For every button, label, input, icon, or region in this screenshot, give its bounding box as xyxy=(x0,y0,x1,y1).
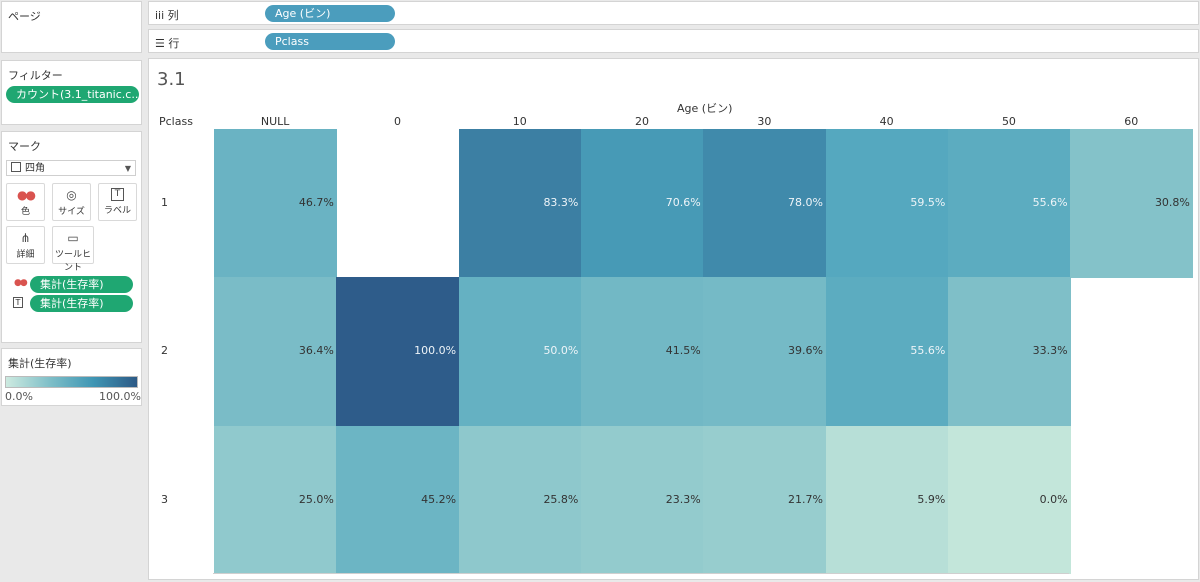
row-field-header: Pclass xyxy=(159,115,193,128)
rows-label: 行 xyxy=(168,37,180,50)
heatmap-cell[interactable]: 5.9% xyxy=(825,425,949,575)
pages-title: ページ xyxy=(8,10,41,23)
heatmap-cell[interactable]: 78.0% xyxy=(703,129,826,278)
columns-shelf-label: iii 列 xyxy=(155,7,179,23)
heatmap-cell[interactable]: 39.6% xyxy=(703,277,826,427)
heatmap-cell[interactable]: 33.3% xyxy=(947,277,1071,427)
columns-pill[interactable]: Age (ビン) xyxy=(265,5,395,22)
heatmap-cell[interactable]: 21.7% xyxy=(703,425,826,575)
detail-button[interactable]: ⋔ 詳細 xyxy=(6,226,45,264)
heatmap-cell[interactable]: 45.2% xyxy=(336,425,460,575)
marks-title: マーク xyxy=(8,140,41,153)
heatmap-cell[interactable]: 25.0% xyxy=(214,425,337,575)
rows-shelf: ☰ 行 Pclass xyxy=(148,29,1199,53)
heatmap-cell[interactable]: 30.8% xyxy=(1070,129,1193,278)
heatmap-cell[interactable]: 46.7% xyxy=(214,129,337,278)
bottom-rule xyxy=(213,573,1069,574)
row-header: 1 xyxy=(161,196,168,210)
column-header: 10 xyxy=(512,115,527,128)
color-icon: ●● xyxy=(17,188,36,202)
column-field-header: Age (ビン) xyxy=(677,102,733,115)
heatmap-cell[interactable]: 70.6% xyxy=(580,129,704,278)
heatmap-cell[interactable]: 0.0% xyxy=(947,425,1071,575)
color-field-icon: ●● xyxy=(14,278,28,288)
mark-type-label: 四角 xyxy=(25,163,45,174)
column-header: 60 xyxy=(1124,115,1139,128)
detail-icon: ⋔ xyxy=(20,231,31,245)
color-label: 色 xyxy=(20,207,30,217)
legend-max: 100.0% xyxy=(99,390,141,403)
heatmap-cell[interactable]: 50.0% xyxy=(458,277,582,427)
filters-title: フィルター xyxy=(8,69,63,82)
heatmap-cell[interactable]: 25.8% xyxy=(458,425,582,575)
pages-panel: ページ xyxy=(1,1,142,53)
columns-icon: iii xyxy=(155,9,165,22)
columns-shelf: iii 列 Age (ビン) xyxy=(148,1,1199,25)
legend-title: 集計(生存率) xyxy=(8,357,72,370)
heatmap-cell[interactable]: 23.3% xyxy=(580,425,704,575)
tooltip-button[interactable]: ▭ ツールヒント xyxy=(52,226,94,273)
rows-pill[interactable]: Pclass xyxy=(265,33,395,50)
tooltip-label: ツールヒント xyxy=(54,250,91,273)
rows-icon: ☰ xyxy=(155,37,165,50)
size-button[interactable]: ◎ サイズ xyxy=(52,183,91,221)
column-header: 30 xyxy=(757,115,772,128)
rows-shelf-label: ☰ 行 xyxy=(155,35,179,51)
chevron-down-icon: ▼ xyxy=(124,164,131,173)
row-header: 2 xyxy=(161,344,168,358)
filter-pill[interactable]: カウント(3.1_titanic.c... xyxy=(6,86,139,103)
view-area: 3.1 Age (ビン) Pclass NULL 0 10 20 30 40 50 60 1 2 3… xyxy=(148,58,1199,580)
column-header: 20 xyxy=(635,115,650,128)
label-label: ラベル xyxy=(103,206,131,216)
column-header: 50 xyxy=(1001,115,1016,128)
heatmap-cell[interactable]: 100.0% xyxy=(336,277,460,427)
color-button[interactable]: ●● 色 xyxy=(6,183,45,221)
row-header: 3 xyxy=(161,492,168,506)
tooltip-icon: ▭ xyxy=(67,231,79,245)
heatmap-cell[interactable]: 41.5% xyxy=(580,277,704,427)
label-button[interactable]: T ラベル xyxy=(98,183,137,221)
view-title: 3.1 xyxy=(157,69,186,90)
size-label: サイズ xyxy=(58,207,85,217)
size-icon: ◎ xyxy=(66,188,77,202)
filters-panel: フィルター カウント(3.1_titanic.c... xyxy=(1,60,142,125)
label-field-pill[interactable]: 集計(生存率) xyxy=(30,295,133,312)
legend-min: 0.0% xyxy=(5,390,33,403)
columns-label: 列 xyxy=(167,9,179,22)
mark-type-select[interactable]: 四角 ▼ xyxy=(6,160,136,176)
label-field-icon: T xyxy=(13,297,23,308)
column-header: 40 xyxy=(879,115,894,128)
heatmap-cell[interactable]: 55.6% xyxy=(947,129,1071,278)
square-icon xyxy=(11,162,21,172)
detail-label: 詳細 xyxy=(16,250,35,260)
column-header: 0 xyxy=(393,115,401,128)
label-icon: T xyxy=(111,188,124,201)
heatmap-cell[interactable]: 83.3% xyxy=(458,129,582,278)
column-header: NULL xyxy=(260,115,290,128)
color-field-pill[interactable]: 集計(生存率) xyxy=(30,276,133,293)
legend-gradient[interactable] xyxy=(5,376,138,388)
heatmap-cell[interactable]: 36.4% xyxy=(214,277,337,427)
heatmap-cell[interactable]: 55.6% xyxy=(825,277,949,427)
heatmap-cell[interactable]: 59.5% xyxy=(825,129,949,278)
